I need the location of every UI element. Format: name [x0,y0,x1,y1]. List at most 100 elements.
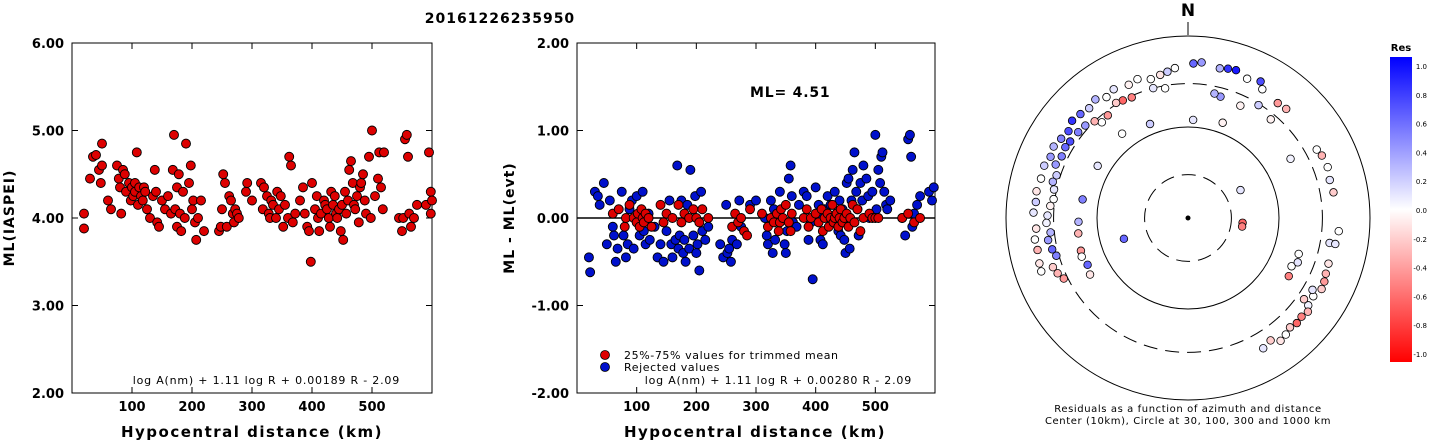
station-point [1254,100,1263,110]
rejected-point [751,195,761,206]
mid-ytick-label: -2.00 [532,387,569,402]
station-point [1056,134,1066,143]
mid-xtick-label: 500 [862,400,889,415]
station-point [1097,118,1107,127]
trimmed-point [780,199,791,210]
station-residual-points [1029,58,1343,353]
left-data-point [353,217,364,228]
rejected-point [583,252,594,263]
left-data-point [314,226,325,237]
rejected-point [794,199,804,210]
mid-x-label: Hypocentral distance (km) [624,423,886,441]
station-point [1127,93,1136,102]
left-data-point [103,195,113,206]
left-xtick-label: 100 [118,400,145,415]
mid-x-axis: 100 200 300 400 500 [623,43,889,415]
station-point [1043,211,1052,220]
left-data-point [184,178,194,188]
left-data-point [131,147,142,158]
rejected-point [644,234,655,245]
left-data-point [226,195,236,206]
left-data-point [241,186,251,197]
rejected-point [703,221,714,232]
rejected-point [912,199,923,210]
left-data-point [137,195,148,206]
left-data-point [424,147,434,158]
trimmed-point [786,208,797,219]
left-data-point [367,125,377,136]
rejected-point [762,239,773,250]
left-data-point [151,186,161,197]
station-point [1160,84,1170,93]
left-data-point [280,199,290,210]
station-point [1081,121,1090,130]
mid-ytick-label: -1.00 [532,300,569,315]
trimmed-point [783,217,794,228]
station-point [1103,111,1113,120]
trimmed-point [676,217,687,228]
trimmed-point [643,213,654,223]
left-data-point [119,169,130,180]
station-point [1334,226,1343,236]
left-data-point [401,129,412,140]
left-data-point [425,208,436,219]
rejected-point [786,191,797,202]
station-point [1052,171,1061,180]
rejected-point [810,182,821,193]
left-data-point [298,182,308,193]
trimmed-point [658,217,669,228]
left-data-point [185,160,196,171]
rejected-point [694,265,705,276]
station-point [1210,89,1219,98]
left-y-axis: 2.00 3.00 4.00 5.00 6.00 [32,37,432,402]
left-data-point [199,226,209,237]
left-data-point [142,204,152,215]
left-data-point [145,213,155,223]
rejected-point [685,164,696,175]
station-point [1287,262,1296,271]
station-point [1286,154,1295,164]
station-point [1084,104,1094,113]
trimmed-point [855,226,866,237]
rejected-point [696,186,707,197]
station-point [1303,307,1313,316]
legend-marker-trimmed [600,350,610,360]
station-point [1266,115,1275,124]
station-point [1325,175,1334,185]
rejected-point [877,147,888,158]
distance-rings [1005,35,1371,401]
left-data-point [176,226,187,237]
left-data-point [346,156,356,167]
rejected-point [616,186,627,197]
station-point [1218,118,1227,127]
station-point [1323,162,1332,172]
left-data-point [406,221,416,232]
left-data-point [169,129,179,140]
station-point [1057,152,1066,161]
rejected-point [725,256,736,267]
rejected-point [620,252,631,263]
station-point [1043,235,1053,245]
station-point [1076,109,1085,119]
rejected-point [861,173,872,184]
legend: 25%-75% values for trimmed mean Rejected… [600,349,838,374]
rejected-point [904,129,915,140]
station-point [1149,83,1158,93]
rejected-point [867,186,878,197]
station-point [1091,95,1100,104]
trimmed-point [703,213,714,223]
station-point [1078,195,1087,204]
rejected-point [658,256,669,267]
left-data-point [278,221,289,232]
rejected-point [870,129,881,140]
rejected-point [844,243,855,254]
trimmed-point [852,204,863,215]
station-point [1237,222,1247,231]
rejected-point [765,195,776,206]
rejected-point [688,230,699,241]
left-data-point [340,186,350,197]
trimmed-point [624,199,635,210]
station-point [1155,70,1165,80]
rejected-point [885,195,896,206]
rejected-point [928,182,939,193]
